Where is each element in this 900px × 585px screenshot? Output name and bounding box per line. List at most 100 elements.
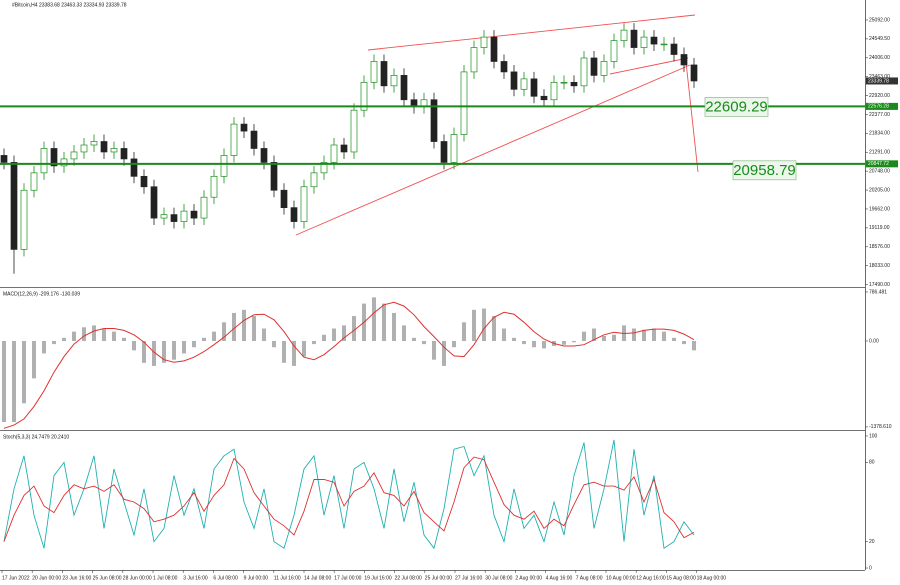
histogram-bar bbox=[302, 340, 306, 357]
histogram-bar bbox=[42, 340, 46, 354]
candle-body bbox=[690, 64, 698, 82]
y-tick-label: 24006.00 bbox=[869, 55, 890, 61]
x-tick-label: 25 Jul 00:00 bbox=[425, 575, 452, 581]
candle-body bbox=[270, 162, 278, 191]
x-tick-label: 6 Jul 08:00 bbox=[213, 575, 238, 581]
candle-body bbox=[430, 99, 438, 142]
candle-body bbox=[80, 144, 88, 153]
x-tick-label: 27 Jul 16:00 bbox=[455, 575, 482, 581]
candle-body bbox=[540, 95, 548, 101]
histogram-bar bbox=[562, 340, 566, 345]
level-label: 20958.79 bbox=[733, 162, 796, 179]
histogram-bar bbox=[442, 340, 446, 366]
y-tick-label: 20748.00 bbox=[869, 168, 890, 174]
candle-body bbox=[450, 134, 458, 163]
panel-title: MACD(12,26,9) -209.176 -130.039 bbox=[3, 291, 80, 297]
candle-body bbox=[360, 81, 368, 111]
candle-body bbox=[490, 36, 498, 62]
histogram-bar bbox=[662, 331, 666, 341]
x-tick-label: 25 Jun 08:00 bbox=[93, 575, 122, 581]
candle-body bbox=[580, 57, 588, 87]
histogram-bar bbox=[252, 316, 256, 341]
x-tick-label: 2 Aug 00:00 bbox=[515, 575, 542, 581]
y-tick-label: 18033.00 bbox=[869, 263, 890, 269]
candle-body bbox=[110, 148, 118, 153]
price-tag: 23339.78 bbox=[868, 78, 889, 84]
candle-body bbox=[180, 210, 188, 222]
candle-body bbox=[320, 162, 328, 174]
histogram-bar bbox=[502, 328, 506, 341]
candle-body bbox=[330, 144, 338, 163]
candle-body bbox=[300, 186, 308, 222]
candle-body bbox=[530, 78, 538, 97]
x-tick-label: 30 Jul 08:00 bbox=[485, 575, 512, 581]
candle-body bbox=[220, 155, 228, 177]
candle-body bbox=[30, 172, 38, 191]
y-tick-label: 786.481 bbox=[869, 289, 887, 295]
candle-body bbox=[440, 141, 448, 163]
y-tick-label: 80 bbox=[869, 460, 875, 466]
candle-body bbox=[210, 175, 218, 198]
y-tick-label: 22920.00 bbox=[869, 93, 890, 99]
candle-body bbox=[130, 158, 138, 177]
histogram-bar bbox=[432, 340, 436, 360]
x-tick-label: 17 Jul 00:00 bbox=[334, 575, 361, 581]
candle-body bbox=[60, 158, 68, 167]
histogram-bar bbox=[542, 340, 546, 349]
histogram-bar bbox=[102, 328, 106, 341]
candle-body bbox=[390, 75, 398, 87]
candle-body bbox=[260, 148, 268, 163]
x-tick-label: 11 Jul 16:00 bbox=[274, 575, 301, 581]
y-tick-label: 24549.50 bbox=[869, 36, 890, 42]
histogram-bar bbox=[412, 337, 416, 341]
x-tick-label: 22 Jul 08:00 bbox=[395, 575, 422, 581]
histogram-bar bbox=[72, 331, 76, 341]
candle-body bbox=[20, 189, 28, 250]
y-tick-label: 21291.00 bbox=[869, 150, 890, 156]
x-tick-label: 17 Jun 2022 bbox=[2, 575, 30, 581]
histogram-bar bbox=[282, 340, 286, 363]
histogram-bar bbox=[312, 340, 316, 345]
histogram-bar bbox=[472, 309, 476, 341]
level-label-box bbox=[704, 97, 769, 117]
histogram-bar bbox=[52, 340, 56, 345]
candle-body bbox=[90, 141, 98, 146]
candle-body bbox=[370, 61, 378, 83]
y-tick-label: 18576.00 bbox=[869, 244, 890, 250]
y-tick-label: 20205.00 bbox=[869, 187, 890, 193]
candle-body bbox=[230, 123, 238, 156]
histogram-bar bbox=[632, 328, 636, 341]
histogram-bar bbox=[582, 331, 586, 341]
histogram-bar bbox=[592, 328, 596, 341]
candle-body bbox=[550, 81, 558, 101]
x-tick-label: 10 Aug 00:00 bbox=[606, 575, 636, 581]
histogram-bar bbox=[402, 325, 406, 341]
x-tick-label: 23 Jun 16:00 bbox=[62, 575, 91, 581]
candle-body bbox=[280, 189, 288, 208]
panel-title: Stoch(5,3,3) 24.7479 20.2410 bbox=[3, 434, 69, 440]
histogram-bar bbox=[12, 340, 16, 423]
x-tick-label: 28 Jun 00:00 bbox=[123, 575, 152, 581]
histogram-bar bbox=[232, 312, 236, 341]
y-tick-label: 17490.00 bbox=[869, 282, 890, 288]
candle-body bbox=[240, 123, 248, 132]
price-tag-box bbox=[866, 77, 898, 85]
x-tick-label: 7 Aug 08:00 bbox=[576, 575, 603, 581]
candle-body bbox=[460, 71, 468, 135]
candle-body bbox=[590, 57, 598, 76]
histogram-bar bbox=[202, 337, 206, 341]
candle-body bbox=[520, 78, 528, 90]
candle-body bbox=[630, 29, 638, 48]
x-tick-label: 1 Jul 08:00 bbox=[153, 575, 178, 581]
y-tick-label: 25092.00 bbox=[869, 17, 890, 23]
histogram-bar bbox=[642, 329, 646, 341]
candle-body bbox=[160, 214, 168, 219]
candle-body bbox=[640, 36, 648, 48]
histogram-bar bbox=[692, 340, 696, 351]
histogram-bar bbox=[22, 340, 26, 404]
histogram-bar bbox=[132, 340, 136, 351]
candle-body bbox=[500, 61, 508, 73]
candle-body bbox=[40, 148, 48, 174]
candle-body bbox=[380, 61, 388, 87]
